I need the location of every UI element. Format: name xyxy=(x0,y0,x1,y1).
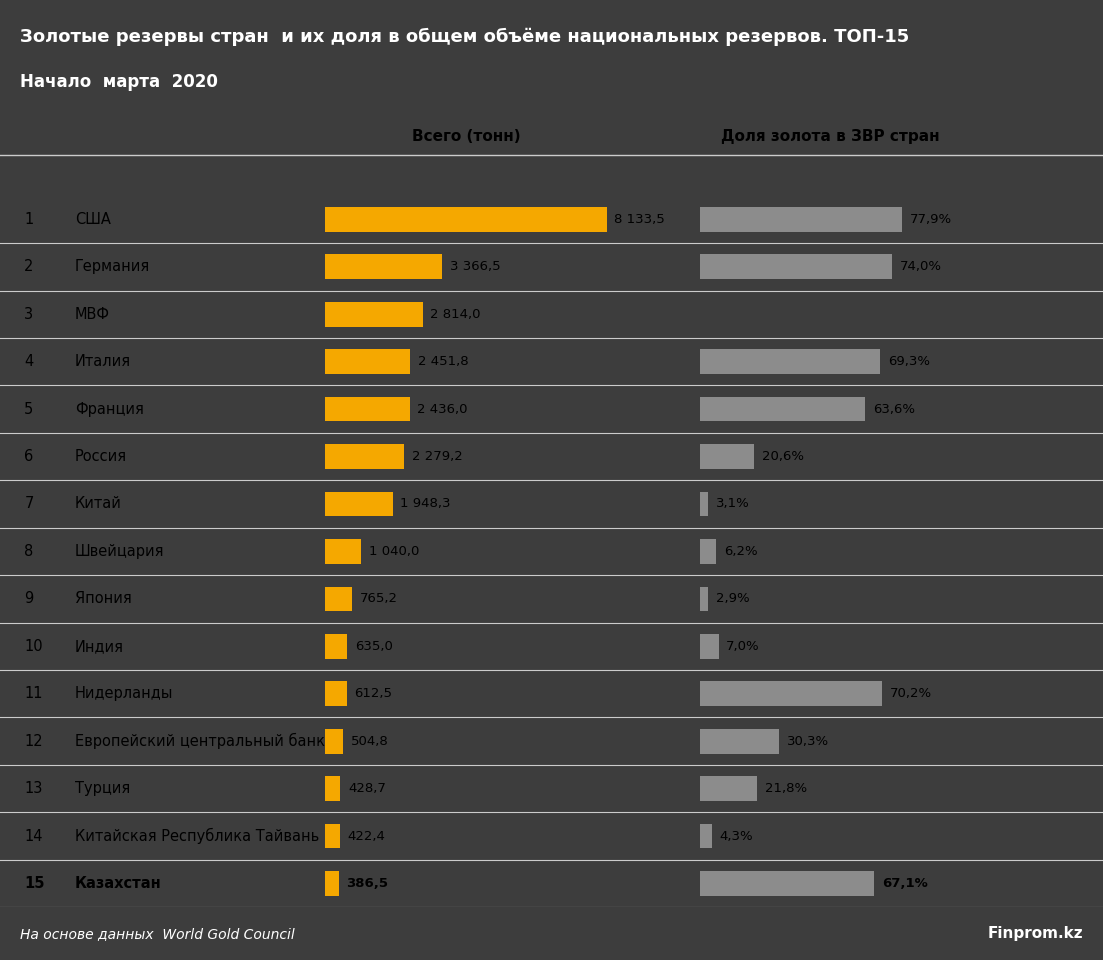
Bar xyxy=(700,540,717,564)
Bar xyxy=(325,824,340,849)
Text: 69,3%: 69,3% xyxy=(888,355,930,369)
Text: 1 040,0: 1 040,0 xyxy=(370,545,419,558)
Text: 8 133,5: 8 133,5 xyxy=(614,213,665,226)
Text: Россия: Россия xyxy=(75,449,127,464)
Bar xyxy=(700,444,753,468)
Text: 2,9%: 2,9% xyxy=(716,592,749,606)
Text: 13: 13 xyxy=(24,781,43,796)
Text: 5: 5 xyxy=(24,401,33,417)
Bar xyxy=(700,777,757,801)
Text: 428,7: 428,7 xyxy=(347,782,386,795)
Text: 3,1%: 3,1% xyxy=(716,497,750,511)
Text: 8: 8 xyxy=(24,544,33,559)
Bar xyxy=(700,824,711,849)
Bar xyxy=(325,587,352,612)
Text: 74,0%: 74,0% xyxy=(900,260,942,274)
Text: 2 814,0: 2 814,0 xyxy=(430,308,481,321)
Text: 14: 14 xyxy=(24,828,43,844)
Bar xyxy=(325,729,343,754)
Bar xyxy=(325,492,393,516)
Text: МВФ: МВФ xyxy=(75,307,110,322)
Bar xyxy=(325,444,404,468)
Bar xyxy=(700,682,882,706)
Text: Италия: Италия xyxy=(75,354,131,370)
Text: Казахстан: Казахстан xyxy=(75,876,162,891)
Text: Индия: Индия xyxy=(75,638,124,654)
Text: 504,8: 504,8 xyxy=(351,734,388,748)
Text: 386,5: 386,5 xyxy=(346,877,388,890)
Text: 12: 12 xyxy=(24,733,43,749)
Text: 30,3%: 30,3% xyxy=(786,734,828,748)
Bar xyxy=(325,540,362,564)
Text: 2: 2 xyxy=(24,259,33,275)
Text: Китай: Китай xyxy=(75,496,121,512)
Text: 2 279,2: 2 279,2 xyxy=(411,450,462,463)
Bar xyxy=(700,207,902,231)
Bar xyxy=(700,871,875,896)
Text: Турция: Турция xyxy=(75,781,130,796)
Text: 15: 15 xyxy=(24,876,45,891)
Bar xyxy=(325,302,422,326)
Text: На основе данных  World Gold Council: На основе данных World Gold Council xyxy=(20,926,295,941)
Bar xyxy=(325,634,347,659)
Bar xyxy=(325,254,442,279)
Bar xyxy=(325,682,346,706)
Bar xyxy=(325,871,339,896)
Text: 11: 11 xyxy=(24,686,43,701)
Text: 3 366,5: 3 366,5 xyxy=(450,260,500,274)
Text: США: США xyxy=(75,212,111,227)
Text: Начало  марта  2020: Начало марта 2020 xyxy=(20,73,217,90)
Text: Всего (тонн): Всего (тонн) xyxy=(411,129,521,144)
Text: 4: 4 xyxy=(24,354,33,370)
Text: 9: 9 xyxy=(24,591,33,607)
Text: 1: 1 xyxy=(24,212,33,227)
Bar xyxy=(325,349,410,374)
Text: Finprom.kz: Finprom.kz xyxy=(987,926,1083,941)
Text: 77,9%: 77,9% xyxy=(910,213,952,226)
Text: 67,1%: 67,1% xyxy=(882,877,928,890)
Text: Франция: Франция xyxy=(75,401,143,417)
Text: Нидерланды: Нидерланды xyxy=(75,686,173,701)
Text: 21,8%: 21,8% xyxy=(764,782,806,795)
Text: Доля золота в ЗВР стран: Доля золота в ЗВР стран xyxy=(720,129,940,144)
Bar xyxy=(325,207,607,231)
Text: 1 948,3: 1 948,3 xyxy=(400,497,451,511)
Text: Золотые резервы стран  и их доля в общем объёме национальных резервов. ТОП-15: Золотые резервы стран и их доля в общем … xyxy=(20,28,909,46)
Bar xyxy=(325,396,409,421)
Text: Китайская Республика Тайвань: Китайская Республика Тайвань xyxy=(75,828,319,844)
Bar xyxy=(325,777,340,801)
Text: Европейский центральный банк: Европейский центральный банк xyxy=(75,733,325,749)
Text: 6,2%: 6,2% xyxy=(725,545,758,558)
Text: Швейцария: Швейцария xyxy=(75,544,164,559)
Text: 2 436,0: 2 436,0 xyxy=(417,402,468,416)
Text: 612,5: 612,5 xyxy=(354,687,393,700)
Text: Германия: Германия xyxy=(75,259,150,275)
Text: 6: 6 xyxy=(24,449,33,464)
Bar xyxy=(700,634,718,659)
Bar xyxy=(700,396,865,421)
Bar xyxy=(700,729,779,754)
Text: Япония: Япония xyxy=(75,591,131,607)
Text: 10: 10 xyxy=(24,638,43,654)
Bar xyxy=(700,587,708,612)
Bar xyxy=(700,492,708,516)
Text: 63,6%: 63,6% xyxy=(872,402,915,416)
Text: 3: 3 xyxy=(24,307,33,322)
Text: 765,2: 765,2 xyxy=(360,592,397,606)
Bar xyxy=(700,254,892,279)
Text: 20,6%: 20,6% xyxy=(761,450,803,463)
Text: 2 451,8: 2 451,8 xyxy=(418,355,469,369)
Text: 7: 7 xyxy=(24,496,33,512)
Text: 70,2%: 70,2% xyxy=(890,687,932,700)
Bar xyxy=(700,349,880,374)
Text: 635,0: 635,0 xyxy=(355,639,393,653)
Text: 422,4: 422,4 xyxy=(347,829,386,843)
Text: 7,0%: 7,0% xyxy=(726,639,760,653)
Text: 4,3%: 4,3% xyxy=(719,829,753,843)
